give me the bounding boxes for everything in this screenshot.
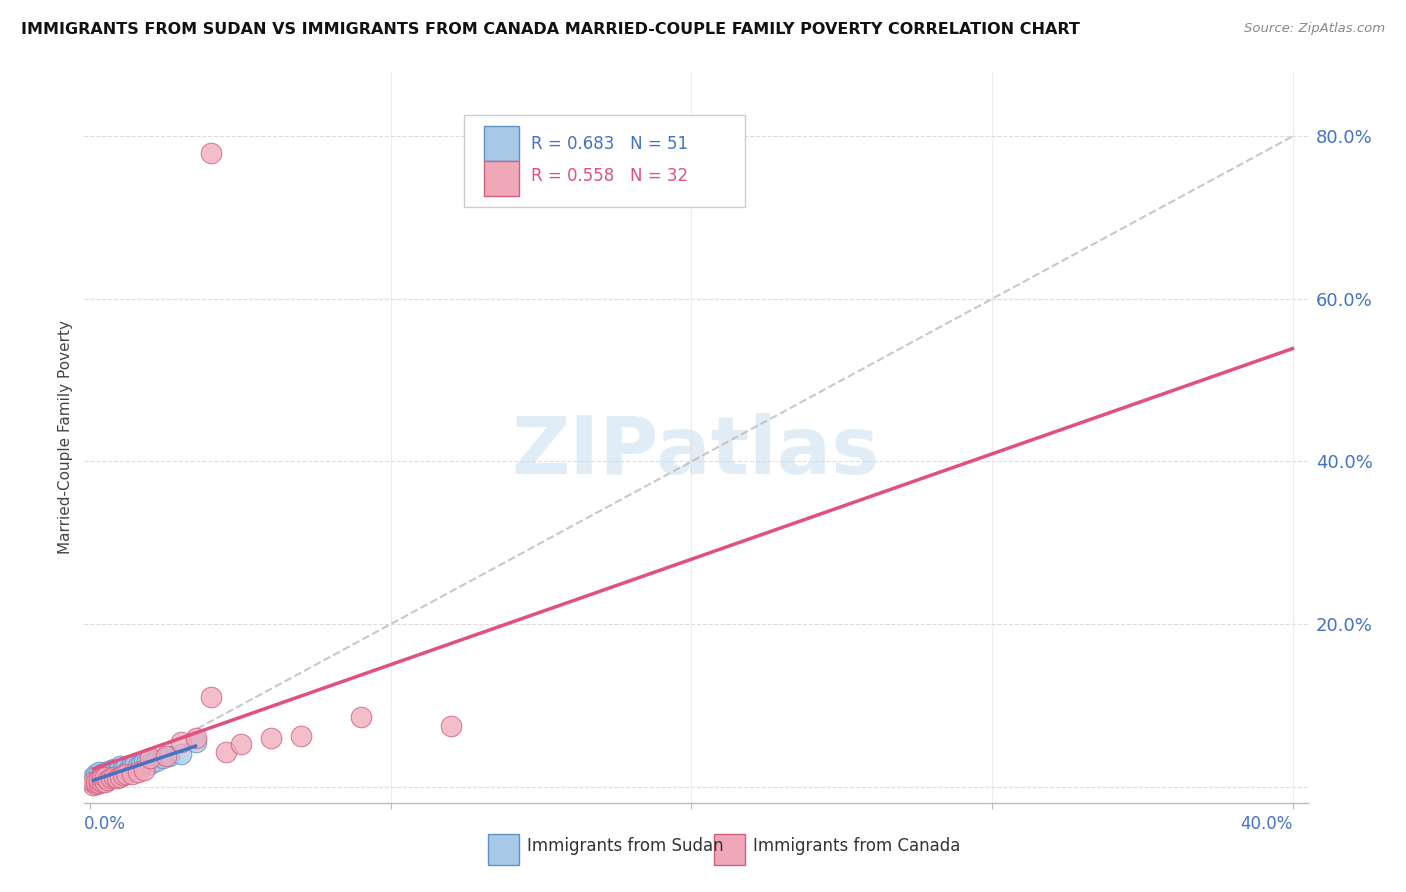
Point	[127, 759, 149, 773]
Point	[86, 777, 108, 791]
Point	[214, 746, 236, 760]
Point	[115, 767, 138, 781]
Point	[139, 756, 162, 771]
Point	[100, 764, 122, 778]
Text: ZIPatlas: ZIPatlas	[512, 413, 880, 491]
FancyBboxPatch shape	[484, 161, 519, 195]
Point	[121, 759, 143, 773]
Point	[155, 748, 177, 763]
Point	[82, 775, 104, 789]
Point	[100, 770, 122, 784]
Point	[82, 775, 104, 789]
Point	[86, 772, 108, 787]
Point	[200, 690, 222, 705]
Point	[290, 729, 312, 743]
Point	[94, 772, 117, 787]
Point	[86, 772, 108, 786]
FancyBboxPatch shape	[488, 834, 519, 865]
Point	[440, 718, 463, 732]
Point	[100, 772, 122, 786]
Point	[145, 754, 167, 768]
Point	[89, 773, 111, 788]
Point	[350, 710, 373, 724]
Text: R = 0.558   N = 32: R = 0.558 N = 32	[531, 167, 688, 186]
Point	[107, 768, 129, 782]
Point	[103, 770, 125, 784]
Point	[139, 751, 162, 765]
Point	[91, 772, 114, 786]
Point	[103, 770, 125, 784]
Point	[110, 759, 132, 773]
Point	[124, 756, 146, 771]
Point	[91, 772, 114, 786]
Point	[169, 747, 191, 761]
Text: Immigrants from Canada: Immigrants from Canada	[754, 838, 960, 855]
Point	[94, 770, 117, 784]
Point	[94, 774, 117, 789]
Point	[112, 768, 135, 782]
Point	[115, 759, 138, 773]
Point	[127, 764, 149, 779]
Point	[89, 772, 111, 786]
FancyBboxPatch shape	[714, 834, 745, 865]
Point	[103, 762, 125, 776]
Point	[157, 748, 180, 763]
Point	[107, 764, 129, 779]
Point	[184, 731, 207, 745]
Point	[91, 770, 114, 784]
Point	[82, 770, 104, 784]
Point	[184, 735, 207, 749]
Point	[110, 767, 132, 781]
Point	[97, 766, 120, 780]
Point	[89, 775, 111, 789]
Point	[260, 731, 283, 745]
Point	[94, 768, 117, 782]
Point	[89, 772, 111, 787]
Text: 40.0%: 40.0%	[1240, 814, 1292, 833]
Point	[134, 764, 156, 778]
Point	[152, 751, 174, 765]
Point	[91, 773, 114, 788]
Point	[229, 737, 252, 751]
Point	[200, 145, 222, 160]
Point	[110, 770, 132, 784]
Point	[94, 764, 117, 779]
Text: R = 0.683   N = 51: R = 0.683 N = 51	[531, 135, 688, 153]
Point	[97, 772, 120, 787]
Point	[86, 774, 108, 789]
Point	[115, 764, 138, 779]
Point	[112, 766, 135, 780]
Point	[169, 735, 191, 749]
Point	[103, 767, 125, 781]
Point	[100, 767, 122, 781]
Point	[89, 764, 111, 779]
Point	[89, 776, 111, 790]
Point	[91, 766, 114, 780]
Y-axis label: Married-Couple Family Poverty: Married-Couple Family Poverty	[58, 320, 73, 554]
Point	[82, 778, 104, 792]
FancyBboxPatch shape	[464, 115, 745, 207]
Point	[134, 755, 156, 769]
Text: 0.0%: 0.0%	[84, 814, 127, 833]
Point	[131, 756, 153, 771]
Point	[112, 762, 135, 776]
Point	[107, 772, 129, 786]
Point	[91, 775, 114, 789]
Point	[118, 762, 141, 776]
Point	[86, 767, 108, 781]
Text: Immigrants from Sudan: Immigrants from Sudan	[527, 838, 724, 855]
Text: IMMIGRANTS FROM SUDAN VS IMMIGRANTS FROM CANADA MARRIED-COUPLE FAMILY POVERTY CO: IMMIGRANTS FROM SUDAN VS IMMIGRANTS FROM…	[21, 22, 1080, 37]
Point	[94, 772, 117, 786]
Point	[110, 764, 132, 779]
Point	[89, 770, 111, 784]
Point	[82, 772, 104, 787]
Point	[97, 770, 120, 784]
FancyBboxPatch shape	[484, 126, 519, 161]
Text: Source: ZipAtlas.com: Source: ZipAtlas.com	[1244, 22, 1385, 36]
Point	[136, 754, 159, 768]
Point	[121, 766, 143, 780]
Point	[97, 772, 120, 786]
Point	[86, 775, 108, 789]
